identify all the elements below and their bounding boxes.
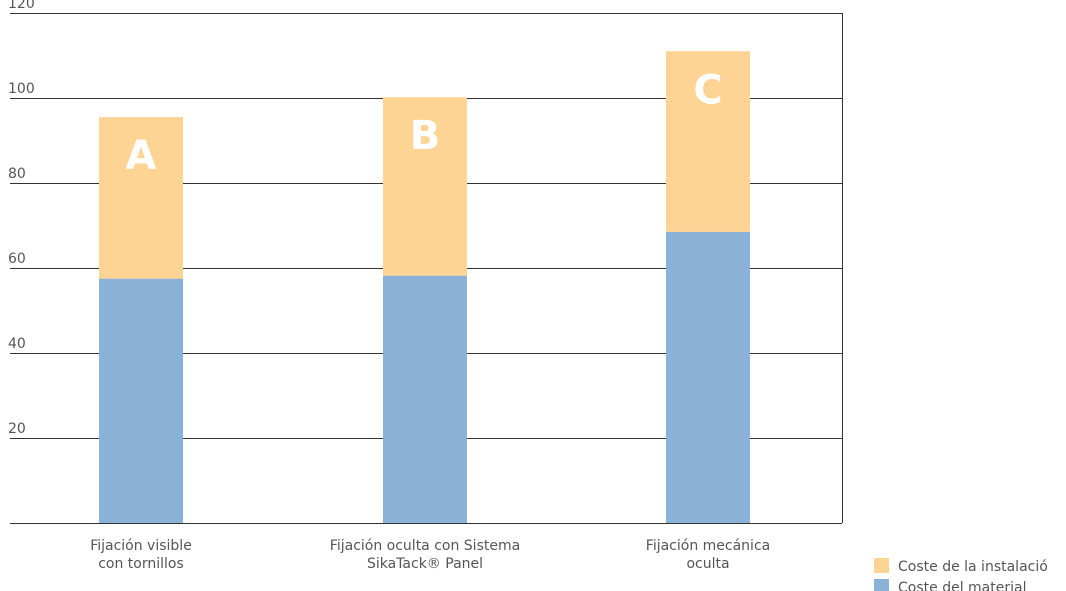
y-tick-label: 40 bbox=[8, 336, 26, 352]
bar-instalacion-3 bbox=[666, 51, 750, 232]
category-label-1-line-2: con tornillos bbox=[98, 556, 184, 572]
y-tick-label: 80 bbox=[8, 166, 26, 182]
bars: A B C bbox=[99, 51, 750, 523]
legend-label-1: Coste de la instalació bbox=[898, 559, 1048, 575]
x-axis-categories: Fijación visible con tornillos Fijación oc… bbox=[90, 538, 770, 572]
category-label-2-line-1: Fijación oculta con Sistema bbox=[330, 538, 520, 554]
y-tick-label: 20 bbox=[8, 421, 26, 437]
bar-material-1 bbox=[99, 278, 183, 523]
legend: Coste de la instalació Coste del material bbox=[874, 558, 1048, 591]
bar-material-3 bbox=[666, 231, 750, 523]
category-label-2-line-2: SikaTack® Panel bbox=[367, 556, 483, 572]
y-tick-label: 60 bbox=[8, 251, 26, 267]
y-tick-label: 100 bbox=[8, 81, 35, 97]
legend-swatch-2 bbox=[874, 579, 889, 591]
legend-swatch-1 bbox=[874, 558, 889, 573]
bar-letter-C: C bbox=[693, 67, 722, 113]
bar-instalacion-1 bbox=[99, 117, 183, 279]
category-label-3-line-1: Fijación mecánica bbox=[646, 538, 770, 554]
category-label-3-line-2: oculta bbox=[686, 556, 729, 572]
bar-letter-B: B bbox=[410, 113, 441, 159]
y-axis-ticks: 20 40 60 80 100 120 bbox=[8, 0, 35, 437]
legend-label-2: Coste del material bbox=[898, 580, 1026, 591]
y-tick-label: 120 bbox=[8, 0, 35, 12]
category-label-1-line-1: Fijación visible bbox=[90, 538, 192, 554]
bar-letter-A: A bbox=[126, 133, 157, 179]
bar-instalacion-2 bbox=[383, 97, 467, 276]
bar-material-2 bbox=[383, 275, 467, 523]
